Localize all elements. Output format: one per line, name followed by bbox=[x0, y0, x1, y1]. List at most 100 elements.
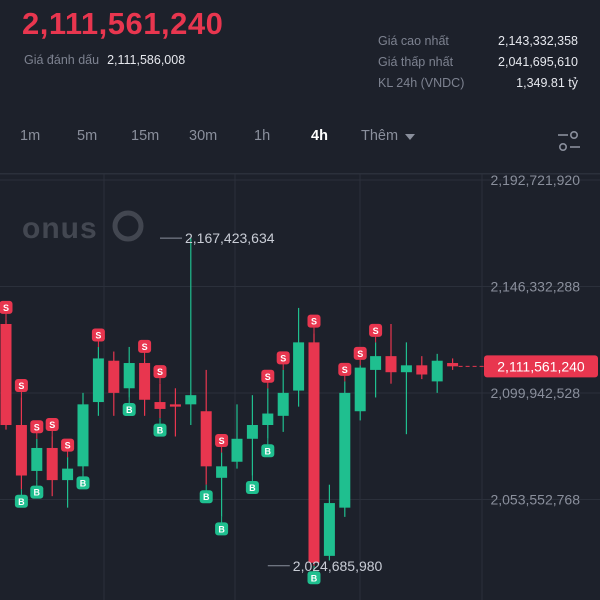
candle-body bbox=[108, 360, 120, 393]
sell-marker[interactable]: S bbox=[353, 346, 367, 366]
candle bbox=[123, 346, 135, 398]
marker-label: S bbox=[95, 330, 101, 340]
candle bbox=[231, 404, 243, 469]
tab-5m[interactable]: 5m bbox=[77, 128, 98, 144]
tab-1h[interactable]: 1h bbox=[254, 128, 271, 144]
stats-panel: Giá cao nhất 2,143,332,358 Giá thấp nhất… bbox=[378, 33, 578, 96]
candle-body bbox=[370, 356, 382, 370]
stat-high-value: 2,143,332,358 bbox=[498, 34, 578, 48]
buy-marker[interactable]: B bbox=[30, 480, 44, 499]
buy-marker[interactable]: B bbox=[261, 438, 275, 458]
candle-body bbox=[31, 447, 43, 471]
marker-label: B bbox=[265, 446, 272, 456]
watermark-logo: onus bbox=[22, 210, 144, 245]
more-timeframes-label: Thêm bbox=[361, 128, 399, 144]
candle-body bbox=[354, 367, 366, 412]
sell-marker[interactable]: S bbox=[138, 339, 152, 359]
candle bbox=[15, 397, 27, 490]
timeframe-tabs: 1m 5m 15m 30m 1h 4h Thêm bbox=[0, 128, 600, 152]
buy-badge-icon bbox=[153, 423, 167, 437]
candle bbox=[46, 436, 58, 497]
mark-price-label: Giá đánh dấu bbox=[24, 53, 100, 67]
tab-1m[interactable]: 1m bbox=[20, 128, 41, 144]
marker-label: B bbox=[126, 405, 133, 415]
marker-label: S bbox=[34, 422, 40, 432]
watermark-text: onus bbox=[22, 212, 98, 245]
sell-marker[interactable]: S bbox=[307, 314, 321, 334]
sell-badge-icon bbox=[61, 438, 75, 452]
sell-badge-icon bbox=[307, 314, 321, 328]
candle-body bbox=[323, 503, 335, 556]
sell-marker[interactable]: S bbox=[14, 378, 28, 398]
candle-body bbox=[62, 468, 74, 481]
stat-volume-label: KL 24h (VNDC) bbox=[378, 76, 465, 90]
marker-label: S bbox=[280, 353, 286, 363]
candle bbox=[62, 457, 74, 508]
tab-4h[interactable]: 4h bbox=[311, 128, 328, 144]
candle bbox=[31, 438, 43, 481]
buy-badge-icon bbox=[14, 494, 28, 508]
last-price: 2,111,561,240 bbox=[22, 6, 224, 41]
sell-marker[interactable]: S bbox=[153, 365, 167, 384]
more-timeframes-dropdown[interactable]: Thêm bbox=[361, 128, 416, 144]
tab-15m[interactable]: 15m bbox=[131, 128, 160, 144]
marker-label: B bbox=[157, 426, 164, 436]
marker-label: S bbox=[357, 349, 363, 359]
sell-badge-icon bbox=[338, 362, 352, 376]
sell-marker[interactable]: S bbox=[61, 438, 75, 458]
sell-marker[interactable]: S bbox=[276, 351, 290, 370]
price-annotations-layer: 2,167,423,634 2,024,685,980 bbox=[160, 230, 383, 574]
marker-label: S bbox=[219, 436, 225, 446]
candle bbox=[139, 358, 151, 416]
candle-body bbox=[0, 323, 12, 426]
marker-label: B bbox=[218, 524, 225, 534]
buy-badge-icon bbox=[199, 490, 213, 504]
candle bbox=[308, 333, 320, 566]
candle bbox=[323, 484, 335, 561]
buy-marker[interactable]: B bbox=[153, 418, 167, 437]
sell-marker[interactable]: S bbox=[215, 434, 229, 453]
y-axis-tick-label: 2,192,721,920 bbox=[490, 172, 580, 188]
sell-marker[interactable]: S bbox=[30, 420, 44, 439]
candle-body bbox=[123, 363, 135, 389]
stat-low: Giá thấp nhất 2,041,695,610 bbox=[378, 54, 578, 75]
marker-label: S bbox=[18, 381, 24, 391]
chart-settings-icon[interactable] bbox=[556, 129, 582, 153]
candle-body bbox=[262, 413, 274, 426]
buy-marker[interactable]: B bbox=[215, 516, 229, 536]
sell-marker[interactable]: S bbox=[45, 417, 59, 437]
sell-marker[interactable]: S bbox=[338, 362, 352, 382]
caret-down-icon bbox=[405, 133, 416, 140]
candle bbox=[293, 307, 305, 407]
marker-label: B bbox=[80, 478, 87, 488]
buy-badge-icon bbox=[245, 481, 259, 495]
sell-marker[interactable]: S bbox=[261, 369, 275, 389]
marker-label: B bbox=[249, 483, 256, 493]
sell-marker[interactable]: S bbox=[91, 328, 105, 347]
current-price-label: 2,111,561,240 bbox=[497, 358, 585, 374]
candle bbox=[77, 392, 89, 471]
sell-badge-icon bbox=[369, 323, 383, 337]
stat-high-label: Giá cao nhất bbox=[378, 34, 449, 48]
buy-marker[interactable]: B bbox=[307, 565, 321, 585]
tab-30m[interactable]: 30m bbox=[189, 128, 218, 144]
candle bbox=[447, 358, 459, 370]
sell-badge-icon bbox=[261, 369, 275, 383]
marker-label: S bbox=[157, 367, 163, 377]
candle-body bbox=[293, 342, 305, 391]
buy-marker[interactable]: B bbox=[76, 470, 90, 490]
buy-marker[interactable]: B bbox=[245, 475, 259, 495]
price-annotation: 2,167,423,634 bbox=[160, 230, 275, 246]
buy-marker[interactable]: B bbox=[122, 397, 136, 416]
marker-label: S bbox=[265, 372, 271, 382]
sell-marker[interactable]: S bbox=[0, 300, 13, 320]
sell-badge-icon bbox=[153, 365, 167, 379]
sell-marker[interactable]: S bbox=[369, 323, 383, 343]
buy-marker[interactable]: B bbox=[14, 489, 28, 508]
sell-badge-icon bbox=[0, 300, 13, 314]
candle-body bbox=[46, 447, 58, 481]
candle-body bbox=[400, 365, 412, 373]
sell-badge-icon bbox=[353, 346, 367, 360]
buy-marker[interactable]: B bbox=[199, 484, 213, 504]
